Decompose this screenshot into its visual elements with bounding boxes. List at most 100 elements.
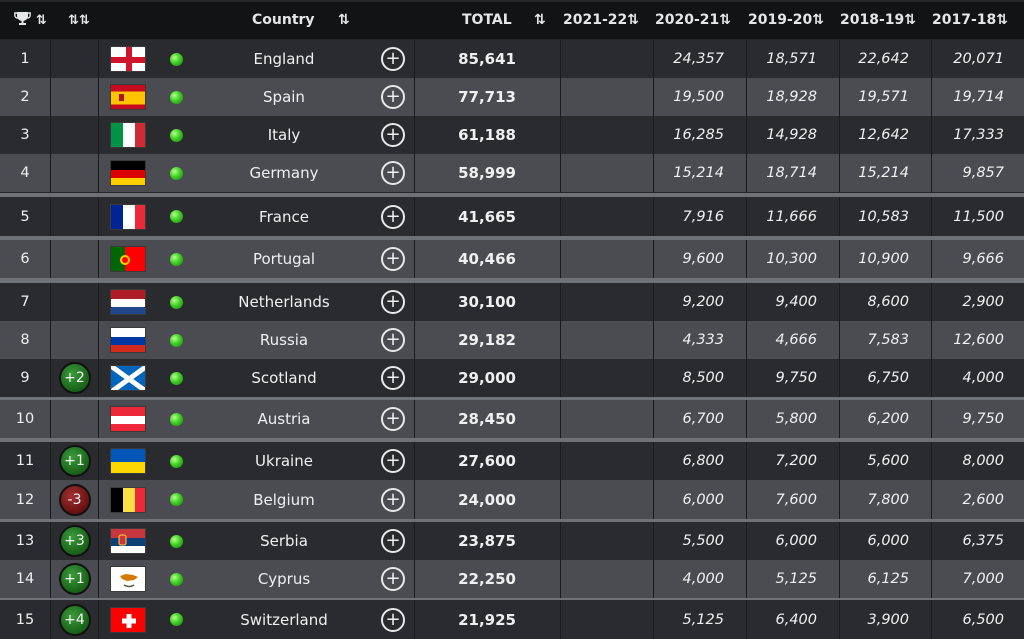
- total-value: 61,188: [414, 116, 560, 154]
- expand-plus-icon[interactable]: +: [381, 487, 405, 512]
- season-2021-22-value: [560, 400, 653, 438]
- season-2021-22-value: [560, 40, 653, 78]
- season-2018-19-value: 6,200: [839, 400, 931, 438]
- season-header-2018-19[interactable]: 2018-19⇅: [840, 12, 916, 28]
- table-row[interactable]: 10 Austria +28,450 6,700 5,800 6,200 9,750: [0, 400, 1024, 438]
- table-row[interactable]: 2 Spain +77,713 19,500 18,928 19,571 19,714: [0, 78, 1024, 116]
- rank-change-badge: +2: [58, 362, 91, 394]
- switzerland-flag: [109, 606, 146, 633]
- scotland-flag: [109, 365, 146, 391]
- season-2018-19-value: 19,571: [839, 78, 931, 116]
- country-header[interactable]: Country: [252, 12, 315, 28]
- change-sort-header[interactable]: ⇅⇅: [68, 2, 98, 39]
- expand-plus-icon[interactable]: +: [381, 247, 405, 271]
- rank-sort-header[interactable]: ⇅: [14, 2, 54, 39]
- status-dot-icon: [169, 52, 183, 66]
- rank-change-cell: [50, 197, 98, 236]
- sort-icon: ⇅: [68, 13, 79, 28]
- status-dot-icon: [169, 166, 183, 180]
- total-header[interactable]: TOTAL: [462, 12, 512, 28]
- country-name[interactable]: Belgium: [253, 490, 315, 509]
- country-name[interactable]: Italy: [267, 126, 301, 144]
- total-value: 30,100: [414, 283, 560, 321]
- country-name[interactable]: Germany: [249, 164, 319, 182]
- country-name[interactable]: England: [253, 50, 315, 68]
- country-name[interactable]: Switzerland: [240, 610, 328, 629]
- season-2019-20-value: 9,750: [746, 359, 839, 397]
- expand-plus-icon[interactable]: +: [381, 161, 405, 185]
- expand-plus-icon[interactable]: +: [381, 47, 405, 71]
- expand-cell: +: [372, 116, 414, 154]
- table-row[interactable]: 9 +2 Scotland +29,000 8,500 9,750 6,750 4,000: [0, 359, 1024, 397]
- season-2018-19-value: 15,214: [839, 154, 931, 192]
- table-row[interactable]: 5 France +41,665 7,916 11,666 10,583 11,500: [0, 197, 1024, 236]
- country-name[interactable]: Cyprus: [257, 570, 311, 588]
- rank-change-cell: +4: [50, 600, 98, 639]
- table-row[interactable]: 4 Germany +58,999 15,214 18,714 15,214 9,857: [0, 154, 1024, 192]
- rank-change-badge: +3: [58, 525, 91, 557]
- total-sort-icon[interactable]: ⇅: [534, 12, 546, 28]
- season-2018-19-value: 12,642: [839, 116, 931, 154]
- expand-plus-icon[interactable]: +: [381, 204, 405, 229]
- country-name[interactable]: Serbia: [260, 532, 308, 550]
- expand-cell: +: [372, 197, 414, 236]
- season-2020-21-value: 4,000: [653, 560, 746, 598]
- season-header-2017-18[interactable]: 2017-18⇅: [932, 12, 1008, 28]
- rank-cell: 5: [20, 208, 30, 225]
- season-2017-18-value: 4,000: [931, 359, 1024, 397]
- group-separator: [0, 397, 1024, 400]
- country-name[interactable]: Russia: [259, 331, 309, 349]
- italy-flag: [109, 122, 146, 148]
- status-cell: [156, 442, 196, 480]
- rank-cell: 11: [15, 453, 35, 469]
- table-row[interactable]: 15 +4 Switzerland +21,925 5,125 6,400 3,900 6,5…: [0, 600, 1024, 639]
- expand-plus-icon[interactable]: +: [381, 366, 405, 390]
- expand-plus-icon[interactable]: +: [381, 328, 405, 352]
- table-row[interactable]: 8 Russia +29,182 4,333 4,666 7,583 12,600: [0, 321, 1024, 359]
- status-cell: [156, 78, 196, 116]
- status-dot-icon: [169, 90, 183, 104]
- season-header-2019-20[interactable]: 2019-20⇅: [748, 12, 824, 28]
- table-row[interactable]: 6 Portugal +40,466 9,600 10,300 10,900 9,666: [0, 240, 1024, 278]
- expand-plus-icon[interactable]: +: [381, 123, 405, 147]
- table-row[interactable]: 11 +1 Ukraine +27,600 6,800 7,200 5,600 8,000: [0, 442, 1024, 480]
- season-2019-20-value: 5,800: [746, 400, 839, 438]
- expand-plus-icon[interactable]: +: [381, 607, 405, 632]
- country-sort-icon[interactable]: ⇅: [338, 12, 350, 28]
- season-2018-19-value: 10,583: [839, 197, 931, 236]
- expand-plus-icon[interactable]: +: [381, 529, 405, 553]
- cyprus-flag: [109, 566, 146, 592]
- season-header-2021-22[interactable]: 2021-22⇅: [563, 12, 639, 28]
- country-name[interactable]: Austria: [257, 410, 311, 428]
- table-row[interactable]: 7 Netherlands +30,100 9,200 9,400 8,600 2,900: [0, 283, 1024, 321]
- expand-plus-icon[interactable]: +: [381, 567, 405, 591]
- country-name[interactable]: Spain: [263, 88, 305, 106]
- netherlands-flag: [109, 289, 146, 315]
- country-name[interactable]: Netherlands: [238, 293, 330, 311]
- season-2021-22-value: [560, 321, 653, 359]
- country-name[interactable]: Ukraine: [255, 452, 313, 470]
- table-row[interactable]: 14 +1 Cyprus +22,250 4,000 5,125 6,125 7,000: [0, 560, 1024, 598]
- table-row[interactable]: 13 +3 Serbia +23,875 5,500 6,000 6,000 6,375: [0, 522, 1024, 560]
- country-name[interactable]: France: [259, 207, 309, 226]
- season-2020-21-value: 5,500: [653, 522, 746, 560]
- season-2020-21-value: 19,500: [653, 78, 746, 116]
- expand-plus-icon[interactable]: +: [381, 290, 405, 314]
- table-row[interactable]: 3 Italy +61,188 16,285 14,928 12,642 17,333: [0, 116, 1024, 154]
- status-dot-icon: [169, 333, 183, 347]
- expand-plus-icon[interactable]: +: [381, 407, 405, 431]
- flag-cell: [98, 600, 156, 639]
- expand-plus-icon[interactable]: +: [381, 449, 405, 473]
- group-separator: [0, 193, 1024, 197]
- table-row[interactable]: 12 -3 Belgium +24,000 6,000 7,600 7,800 2,600: [0, 480, 1024, 519]
- season-header-2020-21[interactable]: 2020-21⇅: [655, 12, 731, 28]
- season-2019-20-value: 9,400: [746, 283, 839, 321]
- status-dot-icon: [169, 613, 183, 626]
- country-name[interactable]: Scotland: [251, 369, 317, 387]
- season-2017-18-value: 19,714: [931, 78, 1024, 116]
- table-row[interactable]: 1 England +85,641 24,357 18,571 22,642 20,071: [0, 40, 1024, 78]
- expand-plus-icon[interactable]: +: [381, 85, 405, 109]
- season-2019-20-value: 10,300: [746, 240, 839, 278]
- country-name[interactable]: Portugal: [252, 250, 316, 268]
- status-dot-icon: [169, 295, 183, 309]
